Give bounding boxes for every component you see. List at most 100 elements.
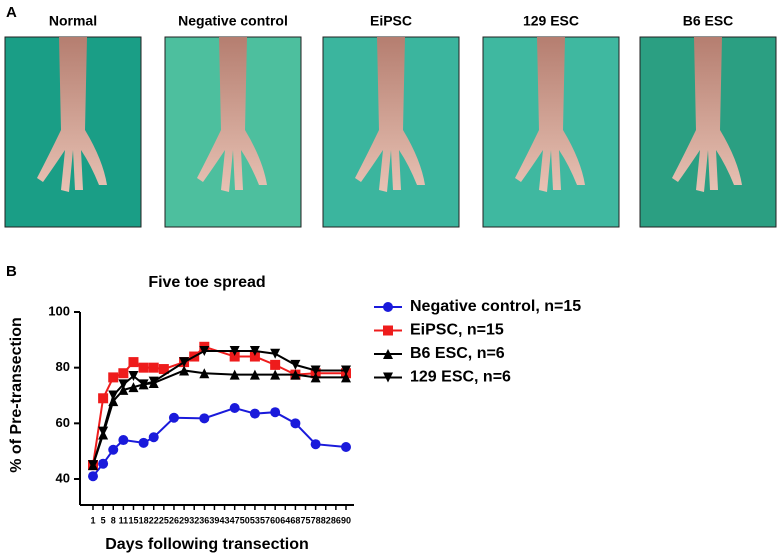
marker — [249, 369, 260, 380]
marker — [341, 372, 351, 383]
marker — [88, 460, 98, 471]
marker — [229, 351, 240, 362]
x-tick-label: 15 — [128, 515, 138, 525]
x-tick-label: 57 — [260, 515, 270, 525]
marker — [128, 371, 139, 382]
paw — [37, 37, 107, 192]
marker — [290, 359, 301, 370]
y-tick-label: 60 — [56, 415, 70, 430]
x-tick-label: 75 — [301, 515, 311, 525]
x-tick-label: 32 — [189, 515, 199, 525]
chart-title: Five toe spread — [148, 274, 265, 291]
marker — [199, 345, 210, 356]
x-tick-label: 8 — [111, 515, 116, 525]
marker — [179, 365, 190, 376]
x-tick-label: 29 — [179, 515, 189, 525]
marker — [270, 348, 281, 359]
x-tick-label: 1 — [90, 515, 95, 525]
marker — [118, 435, 129, 446]
marker — [148, 362, 159, 373]
photo-label: Normal — [49, 13, 97, 29]
marker — [98, 426, 109, 437]
marker — [138, 437, 149, 448]
series-line — [92, 406, 347, 477]
photo-label: 129 ESC — [523, 13, 579, 29]
x-tick-label: 78 — [311, 515, 321, 525]
marker — [98, 393, 109, 404]
legend-label: 129 ESC, n=6 — [410, 369, 511, 386]
marker — [88, 471, 98, 482]
marker — [229, 345, 240, 356]
x-tick-label: 50 — [240, 515, 250, 525]
x-tick-label: 25 — [159, 515, 169, 525]
x-tick-label: 60 — [270, 515, 280, 525]
marker — [108, 444, 119, 455]
marker — [138, 362, 149, 373]
marker — [158, 364, 169, 375]
marker — [383, 325, 393, 336]
marker — [310, 439, 321, 450]
paw — [197, 37, 267, 192]
photo-label: B6 ESC — [683, 13, 734, 29]
photo-label: Negative control — [178, 13, 288, 29]
marker — [341, 441, 351, 452]
y-axis-label: % of Pre-transection — [8, 317, 25, 473]
x-tick-label: 43 — [220, 515, 230, 525]
marker — [199, 413, 210, 424]
marker — [199, 368, 210, 379]
paw — [672, 37, 742, 192]
marker — [168, 412, 179, 423]
x-tick-label: 68 — [290, 515, 300, 525]
legend-label: B6 ESC, n=6 — [410, 345, 505, 362]
marker — [341, 365, 351, 376]
x-tick-label: 64 — [280, 515, 290, 525]
paw — [515, 37, 585, 192]
x-tick-label: 47 — [230, 515, 240, 525]
marker — [98, 458, 109, 469]
x-tick-label: 5 — [101, 515, 106, 525]
x-tick-label: 86 — [331, 515, 341, 525]
panel-label: A — [6, 4, 17, 21]
marker — [108, 372, 119, 383]
marker — [270, 359, 281, 370]
marker — [118, 368, 129, 379]
marker — [383, 372, 393, 383]
y-tick-label: 80 — [56, 359, 70, 374]
x-axis-label: Days following transection — [105, 536, 309, 553]
marker — [229, 369, 240, 380]
x-tick-label: 11 — [119, 515, 129, 525]
marker — [310, 372, 321, 383]
y-tick-label: 40 — [56, 470, 70, 485]
x-tick-label: 39 — [209, 515, 219, 525]
x-tick-label: 82 — [321, 515, 331, 525]
panel-label: B — [6, 263, 17, 280]
series-line — [92, 349, 346, 466]
x-tick-label: 53 — [250, 515, 260, 525]
photo-label: EiPSC — [370, 13, 412, 29]
marker — [249, 408, 260, 419]
marker — [310, 365, 321, 376]
x-tick-label: 26 — [169, 515, 179, 525]
paw — [355, 37, 425, 192]
marker — [270, 369, 281, 380]
y-tick-label: 100 — [48, 303, 70, 318]
marker — [148, 432, 159, 443]
series-line — [92, 369, 346, 466]
x-tick-label: 90 — [341, 515, 351, 525]
marker — [290, 418, 301, 429]
legend-label: EiPSC, n=15 — [410, 322, 504, 339]
marker — [118, 384, 129, 395]
marker — [249, 351, 260, 362]
marker — [128, 382, 139, 393]
marker — [148, 376, 159, 387]
x-tick-label: 18 — [139, 515, 149, 525]
marker — [179, 357, 190, 368]
photo-row — [4, 36, 777, 228]
marker — [249, 345, 260, 356]
marker — [118, 379, 129, 390]
x-tick-label: 36 — [199, 515, 209, 525]
marker — [383, 349, 393, 359]
marker — [128, 357, 139, 368]
marker — [229, 403, 240, 414]
